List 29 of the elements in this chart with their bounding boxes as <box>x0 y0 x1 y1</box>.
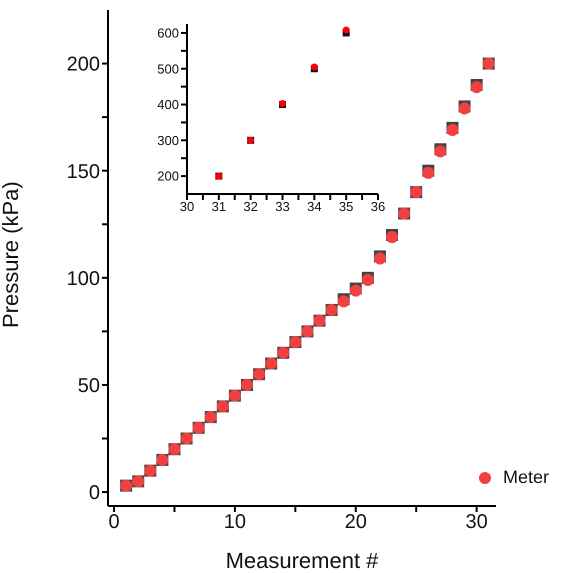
y-tick-label: 100 <box>66 268 100 290</box>
y-tick-label: 300 <box>157 132 179 148</box>
x-tick-label: 33 <box>275 199 290 214</box>
y-tick-label: 600 <box>157 26 179 41</box>
y-tick-label: 400 <box>157 97 179 112</box>
point <box>458 102 471 115</box>
x-tick-label: 20 <box>344 511 367 534</box>
y-tick-label: 150 <box>66 160 100 183</box>
x-tick-label: 10 <box>224 511 246 534</box>
point <box>470 81 483 94</box>
x-tick-label: 31 <box>212 199 226 214</box>
y-tick-label: 200 <box>66 54 100 76</box>
x-tick-label: 35 <box>338 199 354 214</box>
x-tick-label: 30 <box>466 511 488 534</box>
x-tick-label: 0 <box>108 511 120 534</box>
x-tick-label: 34 <box>307 199 322 214</box>
x-tick-label: 30 <box>180 199 194 214</box>
y-tick-label: 200 <box>157 168 179 184</box>
x-tick-label: 36 <box>370 199 386 214</box>
point <box>386 231 398 244</box>
x-tick-label: 32 <box>243 199 258 214</box>
point <box>374 252 386 265</box>
y-tick-label: 0 <box>88 482 100 504</box>
point <box>342 26 350 34</box>
y-tick-label: 50 <box>78 375 100 398</box>
legend-label: Meter <box>502 467 549 488</box>
y-axis-title: Pressure (kPa) <box>0 181 23 328</box>
x-axis-title: Measurement # <box>226 548 380 573</box>
y-tick-label: 500 <box>157 61 179 76</box>
